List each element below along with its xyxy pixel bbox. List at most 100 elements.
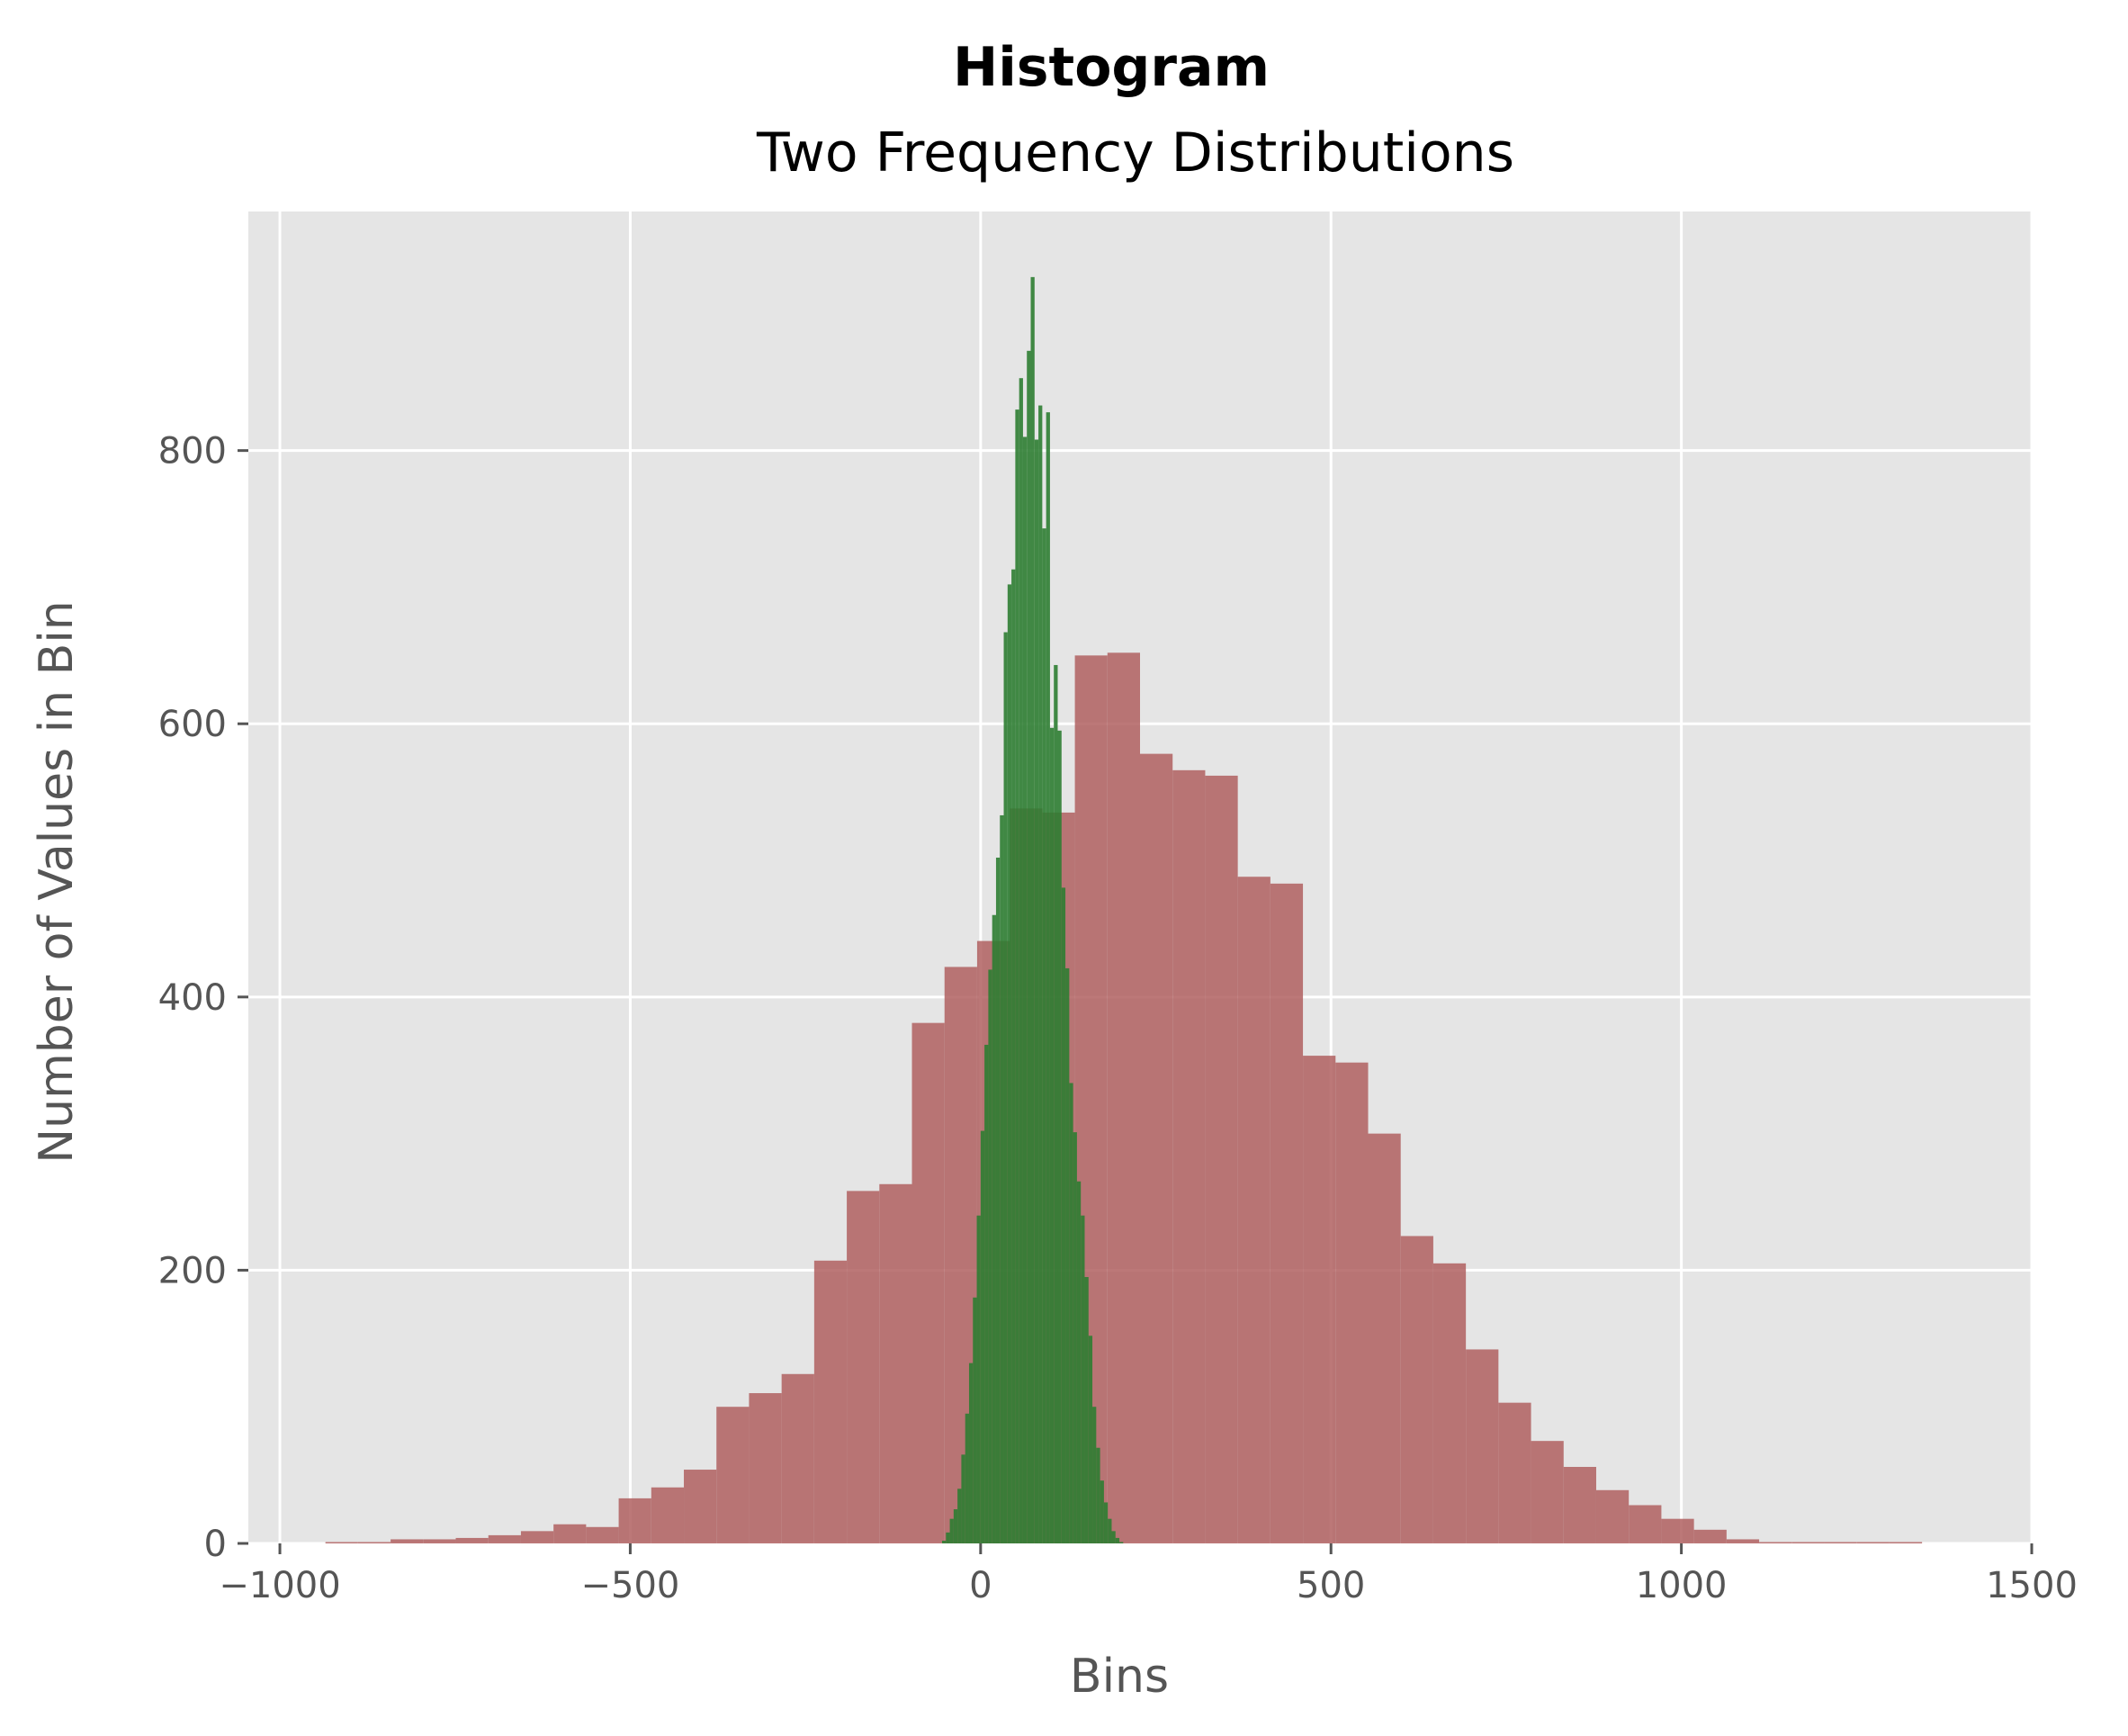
histogram-bar — [1076, 1181, 1082, 1543]
histogram-bar — [1100, 1480, 1104, 1543]
histogram-bar — [1088, 1336, 1093, 1543]
histogram-bar — [1007, 584, 1012, 1543]
x-tick-label: 1500 — [1986, 1565, 2078, 1606]
histogram-bar — [1034, 439, 1039, 1543]
histogram-bar — [1498, 1402, 1531, 1543]
histogram-bar — [976, 1215, 981, 1543]
histogram-bar — [1065, 967, 1070, 1543]
histogram-bar — [1092, 1407, 1097, 1543]
y-tick-label: 600 — [158, 704, 227, 745]
histogram-bar — [953, 1509, 958, 1543]
histogram-bar — [1108, 1518, 1112, 1543]
histogram-bar — [941, 1540, 947, 1543]
histogram-bar — [949, 1518, 954, 1543]
histogram-bar — [1270, 883, 1304, 1543]
histogram-bar — [946, 1532, 950, 1543]
histogram-bar — [1069, 1083, 1073, 1543]
histogram-bar — [1107, 652, 1140, 1543]
histogram-bar — [455, 1537, 489, 1543]
histogram-bar — [1046, 412, 1050, 1544]
histogram-bar — [957, 1489, 962, 1543]
histogram-bar — [684, 1470, 717, 1543]
x-tick-label: −500 — [580, 1565, 679, 1606]
histogram-bar — [1661, 1518, 1694, 1543]
chart-title: Histogram — [953, 36, 1270, 99]
histogram-bar — [980, 1130, 985, 1543]
histogram-bar — [813, 1260, 848, 1543]
histogram-bar — [1103, 1502, 1109, 1543]
y-axis-label: Number of Values in Bin — [30, 600, 84, 1164]
histogram-bar — [1466, 1349, 1499, 1543]
histogram-bar — [651, 1487, 685, 1543]
histogram-bar — [357, 1542, 391, 1543]
histogram-bar — [1759, 1542, 1792, 1543]
histogram-bar — [1015, 409, 1019, 1544]
histogram-bar — [847, 1191, 880, 1543]
histogram-bar — [618, 1498, 651, 1543]
histogram-bar — [1111, 1531, 1116, 1543]
histogram-bar — [1003, 632, 1008, 1543]
histogram-bar — [1057, 730, 1062, 1543]
histogram-bar — [961, 1454, 965, 1543]
histogram-bar — [1000, 814, 1004, 1543]
histogram-bar — [988, 969, 992, 1543]
histogram-bar — [1054, 664, 1058, 1543]
histogram-bar — [1629, 1505, 1662, 1543]
histogram-bar — [1595, 1489, 1630, 1543]
histogram-bar — [781, 1373, 814, 1543]
narrow-distribution-bars — [941, 276, 1124, 1544]
histogram-bar — [1042, 528, 1046, 1544]
histogram-bar — [973, 1297, 977, 1543]
histogram-bar — [1019, 378, 1023, 1544]
y-tick-label: 200 — [158, 1250, 227, 1291]
histogram-bar — [520, 1531, 554, 1543]
histogram-bar — [1011, 569, 1016, 1543]
histogram-bar — [1726, 1539, 1760, 1543]
histogram-bar — [1172, 769, 1206, 1543]
histogram-bar — [995, 857, 1001, 1543]
histogram-bar — [1073, 1132, 1077, 1543]
histogram-bar — [1693, 1529, 1727, 1543]
histogram-bar — [1115, 1537, 1120, 1543]
histogram-bar — [1237, 877, 1271, 1543]
histogram-bar — [992, 914, 996, 1543]
histogram-bar — [1140, 753, 1173, 1543]
histogram-bar — [488, 1534, 521, 1543]
histogram-bar — [716, 1407, 750, 1543]
histogram-bar — [1856, 1542, 1890, 1543]
histogram-bar — [1563, 1466, 1596, 1543]
histogram-bar — [1081, 1215, 1085, 1543]
histogram-bar — [1531, 1441, 1564, 1543]
histogram-bar — [984, 1044, 989, 1543]
histogram-bar — [968, 1363, 974, 1543]
histogram-bar — [1400, 1236, 1433, 1543]
histogram-bar — [1889, 1542, 1923, 1543]
histogram-bar — [1096, 1447, 1100, 1543]
chart-subtitle: Two Frequency Distributions — [756, 121, 1514, 184]
histogram-bar — [1038, 405, 1043, 1543]
histogram-bar — [1027, 350, 1031, 1543]
histogram-bar — [325, 1542, 358, 1543]
histogram-bar — [1791, 1542, 1825, 1543]
histogram-bar — [965, 1413, 969, 1543]
histogram-bar — [391, 1539, 424, 1543]
histogram-bar — [553, 1524, 587, 1543]
histogram-bar — [1368, 1133, 1401, 1543]
x-tick-label: 1000 — [1636, 1565, 1728, 1606]
x-axis-label: Bins — [1070, 1650, 1169, 1704]
x-tick-label: −1000 — [219, 1565, 340, 1606]
histogram-bar — [1030, 276, 1035, 1543]
y-tick-label: 0 — [204, 1524, 227, 1565]
x-tick-label: 500 — [1297, 1565, 1365, 1606]
histogram-bar — [1084, 1277, 1089, 1543]
histogram-bar — [1049, 727, 1055, 1543]
axis-ticks: −1000 −500 0 500 1000 1500 0 200 400 600 800 — [158, 431, 2078, 1606]
histogram-bar — [879, 1183, 912, 1543]
histogram-bar — [1432, 1263, 1467, 1543]
histogram-bar — [749, 1393, 782, 1543]
histogram-bar — [423, 1539, 456, 1543]
y-tick-label: 400 — [158, 977, 227, 1019]
x-tick-label: 0 — [969, 1565, 992, 1606]
histogram-bar — [1824, 1542, 1857, 1543]
